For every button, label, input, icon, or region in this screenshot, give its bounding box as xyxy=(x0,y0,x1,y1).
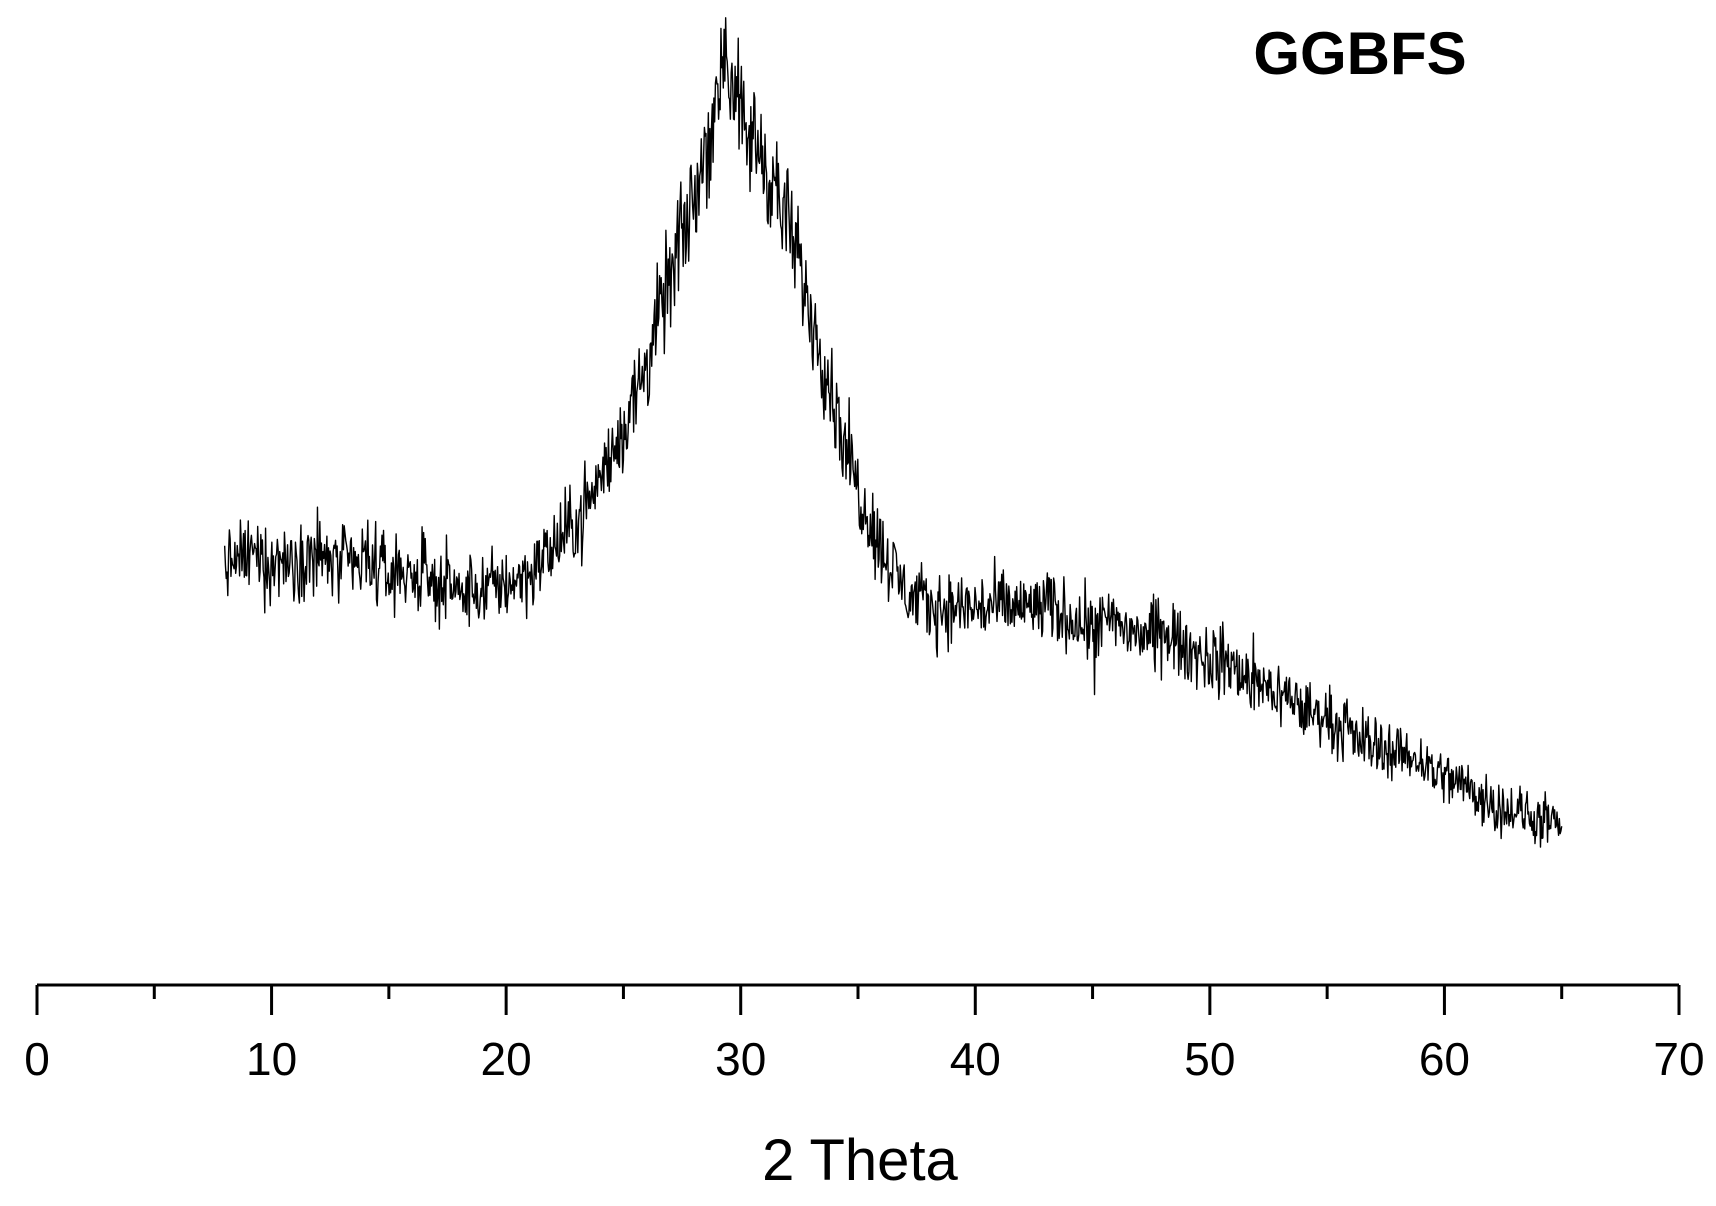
x-axis-tick-labels: 0 10 20 30 40 50 60 70 xyxy=(24,1033,1704,1085)
x-tick-label: 30 xyxy=(715,1033,766,1085)
x-tick-label: 70 xyxy=(1653,1033,1704,1085)
x-axis-ticks xyxy=(35,985,1681,1015)
series-line xyxy=(223,17,1563,848)
x-tick-label: 20 xyxy=(481,1033,532,1085)
x-axis-label: 2 Theta xyxy=(762,1128,958,1193)
x-tick-label: 40 xyxy=(950,1033,1001,1085)
x-tick-label: 0 xyxy=(24,1033,50,1085)
x-tick-label: 50 xyxy=(1184,1033,1235,1085)
x-tick-label: 10 xyxy=(246,1033,297,1085)
chart-title: GGBFS xyxy=(1253,20,1466,87)
x-tick-label: 60 xyxy=(1419,1033,1470,1085)
